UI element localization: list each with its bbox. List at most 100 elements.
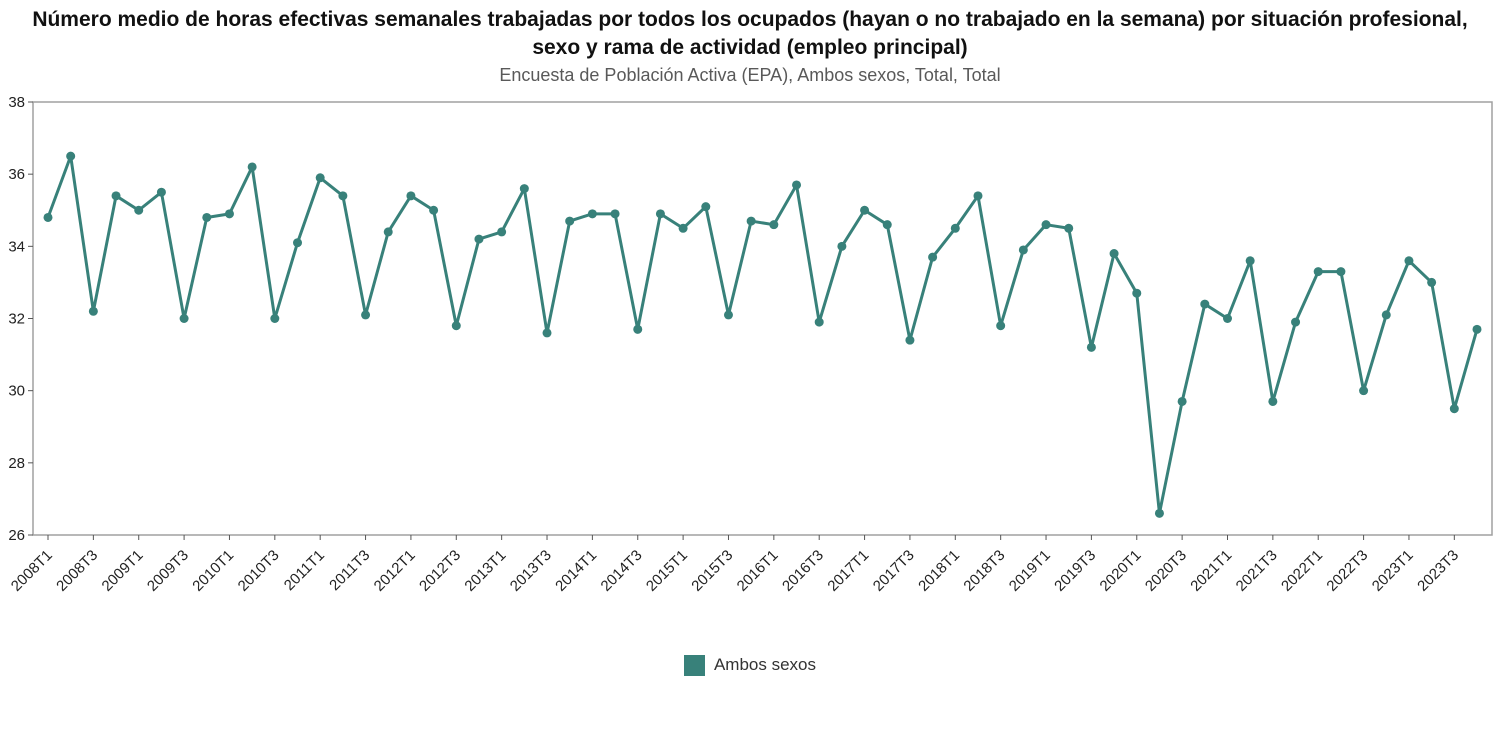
y-tick-label: 28 (8, 455, 25, 472)
data-point (361, 310, 371, 320)
data-point (1018, 245, 1028, 255)
data-point (1472, 324, 1482, 334)
data-point (474, 234, 484, 244)
data-point (1086, 342, 1096, 352)
data-point (519, 183, 529, 193)
x-tick-label: 2016T1 (734, 546, 782, 594)
data-point (1313, 266, 1323, 276)
data-point (451, 320, 461, 330)
data-point (973, 191, 983, 201)
data-point (996, 320, 1006, 330)
data-point (43, 212, 53, 222)
y-tick-label: 32 (8, 310, 25, 327)
data-point (1177, 396, 1187, 406)
x-tick-label: 2022T1 (1278, 546, 1326, 594)
x-tick-label: 2011T3 (326, 546, 373, 593)
x-tick-label: 2021T3 (1233, 546, 1281, 594)
data-point (497, 227, 507, 237)
y-tick-label: 30 (8, 382, 25, 399)
data-point (792, 180, 802, 190)
data-point (882, 219, 892, 229)
x-tick-label: 2015T3 (688, 546, 736, 594)
y-tick-label: 36 (8, 166, 25, 183)
series-line (46, 154, 1479, 515)
x-tick-label: 2011T1 (281, 546, 328, 593)
data-point (1381, 310, 1391, 320)
x-tick-label: 2008T3 (53, 546, 101, 594)
data-point (1041, 219, 1051, 229)
data-point (928, 252, 938, 262)
data-point (633, 324, 643, 334)
data-point (406, 191, 416, 201)
data-point (1449, 403, 1459, 413)
data-point (587, 209, 597, 219)
data-point (315, 172, 325, 182)
data-point (701, 201, 711, 211)
data-point (542, 328, 552, 338)
y-tick-label: 26 (8, 527, 25, 544)
data-point (1222, 313, 1232, 323)
data-point (383, 227, 393, 237)
data-point (88, 306, 98, 316)
line-chart: 262830323436382008T12008T32009T12009T320… (8, 94, 1493, 594)
x-tick-label: 2020T3 (1142, 546, 1190, 594)
data-point (1132, 288, 1142, 298)
data-point (134, 205, 144, 215)
chart-area: 26 28 30 32 34 36 38 2008T1 2008T3 2009T1 2009T3 20… (0, 88, 1500, 645)
data-point (950, 223, 960, 233)
data-point (111, 191, 121, 201)
data-point (338, 191, 348, 201)
data-point (179, 313, 189, 323)
data-point (293, 237, 303, 247)
x-tick-label: 2022T3 (1323, 546, 1371, 594)
x-tick-label: 2023T1 (1369, 546, 1417, 594)
data-point (769, 219, 779, 229)
legend-label: Ambos sexos (713, 655, 817, 675)
data-point (1268, 396, 1278, 406)
data-point (1291, 317, 1301, 327)
x-tick-label: 2012T1 (371, 546, 419, 594)
x-tick-label: 2018T1 (915, 546, 963, 594)
x-tick-label: 2010T3 (235, 546, 283, 594)
data-point (66, 151, 76, 161)
data-point (655, 209, 665, 219)
chart-title: Número medio de horas efectivas semanale… (32, 8, 1468, 60)
x-tick-label: 2015T1 (643, 546, 691, 594)
data-point (270, 313, 280, 323)
data-point (1404, 255, 1414, 265)
data-point (905, 335, 915, 345)
data-point (814, 317, 824, 327)
x-tick-label: 2012T3 (416, 546, 464, 594)
x-tick-label: 2018T3 (961, 546, 1009, 594)
data-point (1245, 255, 1255, 265)
data-point (723, 310, 733, 320)
x-tick-label: 2017T1 (824, 546, 872, 594)
x-tick-label: 2019T1 (1006, 546, 1054, 594)
data-point (746, 216, 756, 226)
chart-subtitle: Encuesta de Población Activa (EPA), Ambo… (499, 64, 1001, 85)
data-point (610, 209, 620, 219)
x-tick-label: 2013T3 (507, 546, 555, 594)
data-point (202, 212, 212, 222)
data-point (1064, 223, 1074, 233)
data-point (156, 187, 166, 197)
x-tick-label: 2014T3 (598, 546, 646, 594)
data-point (1336, 266, 1346, 276)
y-tick-label: 34 (8, 238, 25, 255)
data-point (1200, 299, 1210, 309)
x-tick-label: 2008T1 (8, 546, 56, 594)
x-tick-label: 2016T3 (779, 546, 827, 594)
data-point (247, 162, 257, 172)
x-tick-label: 2009T1 (99, 546, 147, 594)
data-point (224, 209, 234, 219)
data-point (1359, 385, 1369, 395)
x-tick-label: 2017T3 (870, 546, 918, 594)
data-point (1109, 248, 1119, 258)
x-tick-label: 2019T3 (1051, 546, 1099, 594)
x-tick-label: 2021T1 (1187, 546, 1235, 594)
x-tick-label: 2013T1 (461, 546, 509, 594)
data-point (837, 241, 847, 251)
data-point (1427, 277, 1437, 287)
data-point (860, 205, 870, 215)
legend-swatch (683, 654, 705, 676)
